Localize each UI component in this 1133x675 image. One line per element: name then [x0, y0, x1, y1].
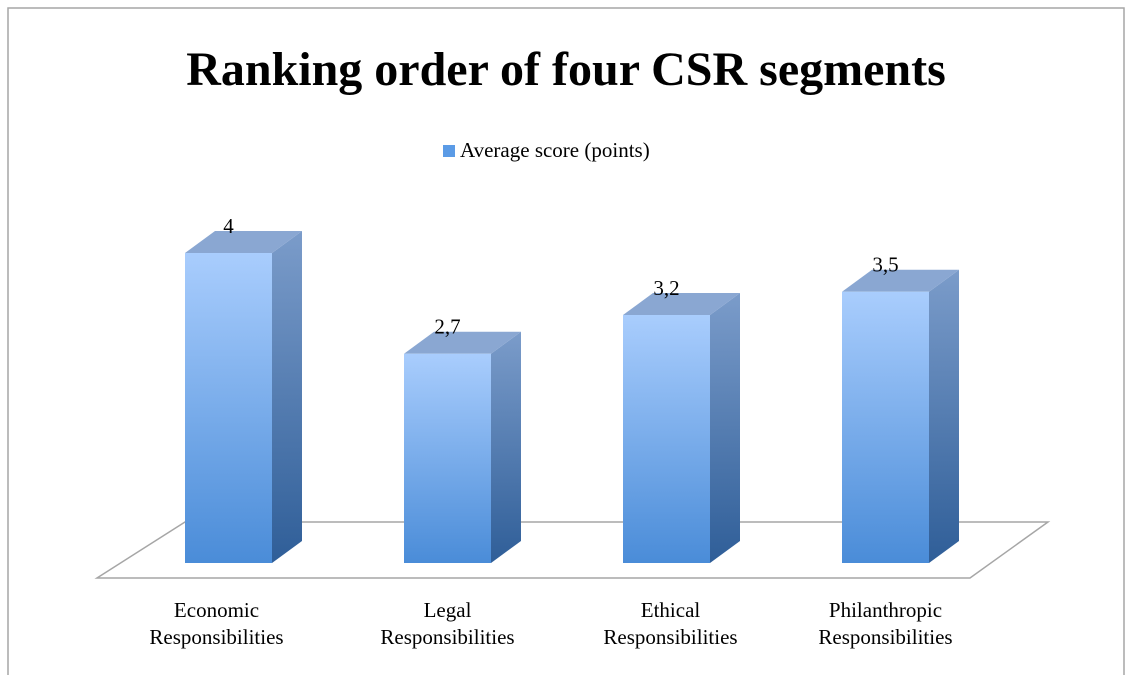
legend-label: Average score (points) [460, 138, 650, 162]
floor [94, 521, 1051, 579]
legend-swatch [443, 145, 455, 157]
bar-side [491, 331, 521, 563]
x-tick-label: Ethical Responsibilities [603, 598, 738, 649]
value-label: 3,2 [653, 276, 679, 300]
x-tick-label: Economic Responsibilities [149, 598, 284, 649]
bar-top [185, 231, 302, 253]
bar-top [404, 331, 521, 354]
value-label: 4 [223, 214, 234, 238]
bar-side [710, 293, 740, 563]
chart-border [7, 7, 1125, 675]
bar-front [623, 315, 710, 563]
bar-front [404, 353, 491, 563]
bar-front [842, 291, 929, 563]
bar-side [929, 269, 959, 563]
x-tick-label: Philanthropic Responsibilities [818, 598, 953, 649]
bar-front [185, 253, 272, 563]
bar-top [623, 293, 740, 315]
bar-top [842, 269, 959, 292]
value-label: 2,7 [434, 315, 460, 339]
bar-side [272, 231, 302, 563]
x-tick-label: Legal Responsibilities [380, 598, 515, 649]
chart-title: Ranking order of four CSR segments [186, 43, 946, 96]
value-label: 3,5 [872, 253, 898, 277]
